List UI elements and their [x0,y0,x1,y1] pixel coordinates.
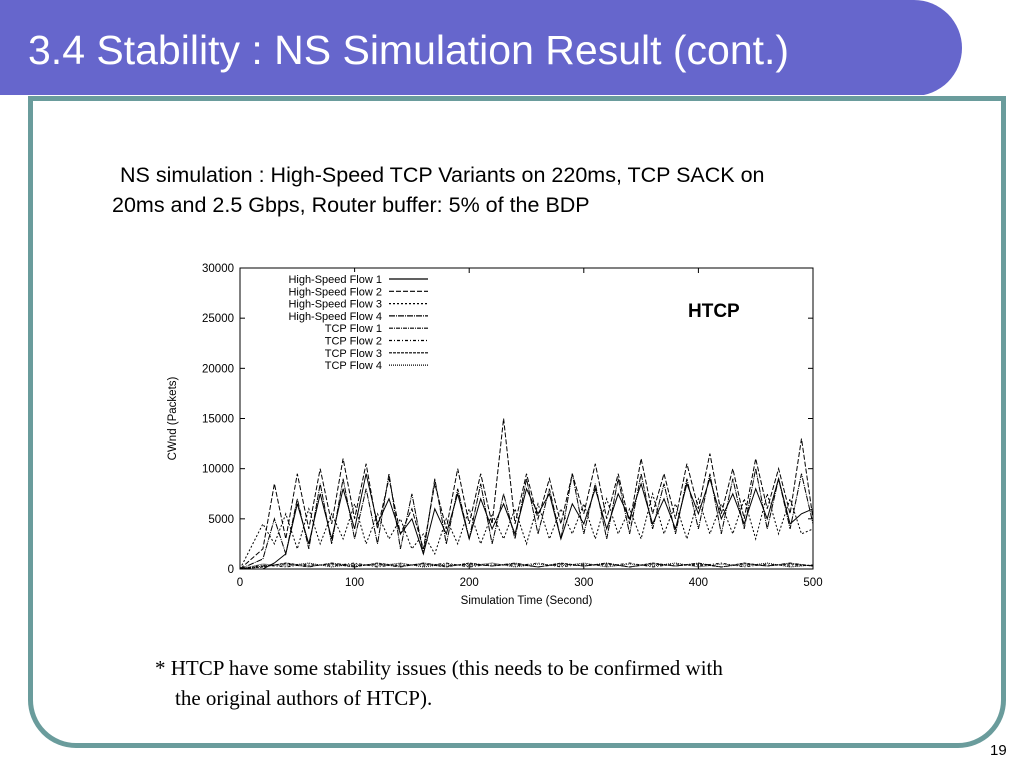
legend-entry-label: High-Speed Flow 3 [288,299,382,311]
legend-entry-label: High-Speed Flow 1 [288,274,382,286]
series-line-8 [239,562,814,570]
series-line-2 [239,418,814,570]
x-tick-label: 400 [689,577,708,589]
footnote: * HTCP have some stability issues (this … [155,653,875,713]
legend-entry-label: High-Speed Flow 2 [288,286,382,298]
chart-annotation: HTCP [688,301,740,322]
y-tick-label: 30000 [202,263,234,275]
y-tick-label: 0 [228,564,234,576]
series-line-4 [239,468,814,570]
content-frame [28,96,1006,748]
legend-background [268,272,433,372]
slide-title: 3.4 Stability : NS Simulation Result (co… [28,27,790,73]
title-bar: 3.4 Stability : NS Simulation Result (co… [0,0,962,96]
x-tick-label: 200 [460,577,479,589]
page-number: 19 [990,742,1007,759]
chart-description-line-2: 20ms and 2.5 Gbps, Router buffer: 5% of … [112,193,590,217]
x-tick-label: 300 [574,577,593,589]
legend-entry-label: TCP Flow 3 [325,348,382,360]
series-line-3 [239,491,814,570]
series-line-1 [240,473,814,570]
x-tick-label: 500 [803,577,822,589]
y-axis-label: CWnd (Packets) [167,376,179,460]
legend-entry-label: TCP Flow 2 [325,336,382,348]
chart-description-line-1: NS simulation : High-Speed TCP Variants … [120,163,765,187]
x-axis-label: Simulation Time (Second) [461,595,593,607]
legend-entry-label: TCP Flow 4 [325,360,382,372]
chart-description: NS simulation : High-Speed TCP Variants … [112,160,912,220]
footnote-line-2: the original authors of HTCP). [175,686,433,710]
legend-entry-label: TCP Flow 1 [325,323,382,335]
y-tick-label: 25000 [202,313,234,325]
chart-container: 0 100 200 300 400 500 0 5000 10000 15000 20000 2500… [150,255,840,615]
x-tick-label: 100 [345,577,364,589]
series-line-5 [239,562,814,570]
x-tick-label: 0 [237,577,243,589]
cwnd-line-chart: 0 100 200 300 400 500050001000015000200002500… [167,263,823,607]
y-tick-label: 20000 [202,363,234,375]
y-tick-label: 5000 [208,514,234,526]
footnote-line-1: * HTCP have some stability issues (this … [155,656,723,680]
legend-entry-label: High-Speed Flow 4 [288,311,382,323]
series-line-6 [239,562,814,570]
y-tick-label: 10000 [202,464,234,476]
series-line-7 [239,562,814,570]
y-tick-label: 15000 [202,414,234,426]
